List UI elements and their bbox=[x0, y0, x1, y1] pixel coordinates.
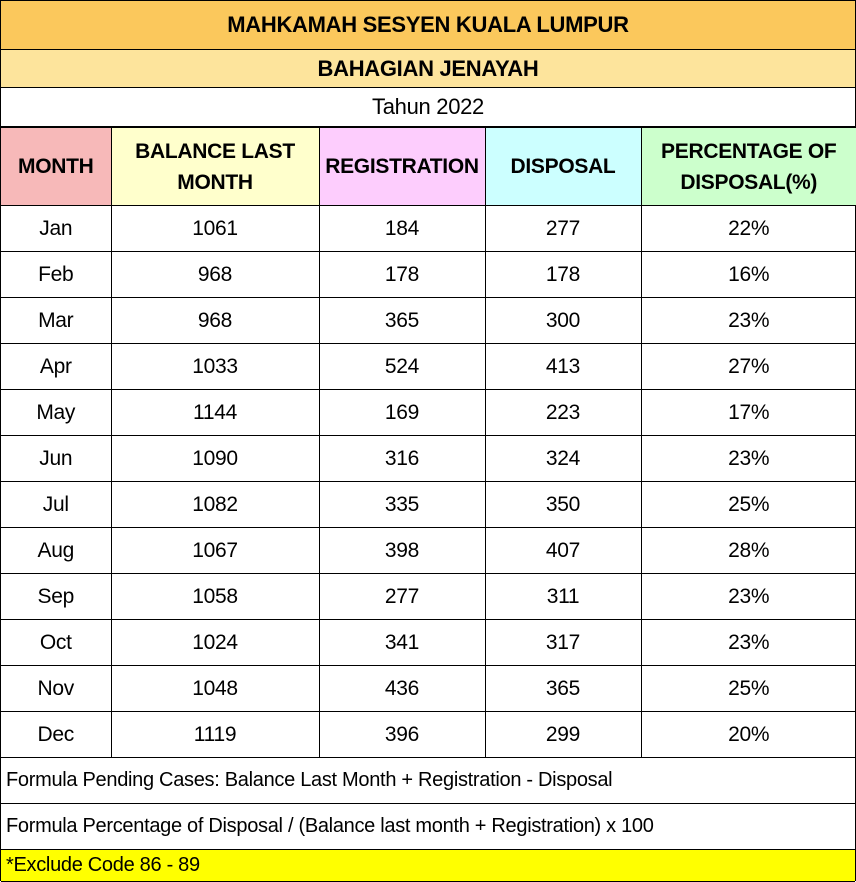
table-cell: 27% bbox=[640, 343, 856, 390]
column-header: BALANCE LAST MONTH bbox=[110, 127, 320, 206]
table-cell: 178 bbox=[484, 251, 642, 298]
table-cell: 1058 bbox=[110, 573, 320, 620]
table-cell: 324 bbox=[484, 435, 642, 482]
note: Formula Pending Cases: Balance Last Mont… bbox=[1, 758, 855, 804]
table-row: Sep 1058 277 311 23% bbox=[1, 573, 856, 620]
table-cell: 277 bbox=[484, 205, 642, 252]
table-cell: Oct bbox=[1, 619, 112, 666]
table-row: Mar 968 365 300 23% bbox=[1, 297, 856, 344]
column-header: MONTH bbox=[1, 127, 112, 206]
table-cell: 23% bbox=[640, 297, 856, 344]
table-cell: 23% bbox=[640, 573, 856, 620]
table-cell: 300 bbox=[484, 297, 642, 344]
table-cell: 28% bbox=[640, 527, 856, 574]
table-cell: 277 bbox=[318, 573, 486, 620]
table-cell: 17% bbox=[640, 389, 856, 436]
table-cell: 1090 bbox=[110, 435, 320, 482]
table-row: Oct 1024 341 317 23% bbox=[1, 619, 856, 666]
header-row: MONTH BALANCE LAST MONTH REGISTRATION DISPO… bbox=[1, 127, 856, 206]
table-cell: Aug bbox=[1, 527, 112, 574]
table-cell: 407 bbox=[484, 527, 642, 574]
table-row: Aug 1067 398 407 28% bbox=[1, 527, 856, 574]
table-row: Jul 1082 335 350 25% bbox=[1, 481, 856, 528]
column-header: DISPOSAL bbox=[484, 127, 642, 206]
table-cell: 1024 bbox=[110, 619, 320, 666]
table-cell: 1144 bbox=[110, 389, 320, 436]
table-cell: May bbox=[1, 389, 112, 436]
table-cell: 25% bbox=[640, 481, 856, 528]
table-row: Jun 1090 316 324 23% bbox=[1, 435, 856, 482]
table-cell: 169 bbox=[318, 389, 486, 436]
table-row: Jan 1061 184 277 22% bbox=[1, 205, 856, 252]
table-row: May 1144 169 223 17% bbox=[1, 389, 856, 436]
table-cell: 1061 bbox=[110, 205, 320, 252]
table-body: Jan 1061 184 277 22% Feb 968 178 178 16% Mar 968 365… bbox=[1, 205, 856, 758]
table-cell: 365 bbox=[318, 297, 486, 344]
table-cell: 1033 bbox=[110, 343, 320, 390]
table-cell: 25% bbox=[640, 665, 856, 712]
table-cell: 524 bbox=[318, 343, 486, 390]
table-cell: 398 bbox=[318, 527, 486, 574]
table-cell: 316 bbox=[318, 435, 486, 482]
table-cell: 1082 bbox=[110, 481, 320, 528]
table-cell: 22% bbox=[640, 205, 856, 252]
table-cell: 968 bbox=[110, 251, 320, 298]
table-cell: 436 bbox=[318, 665, 486, 712]
note: Formula Percentage of Disposal / (Balanc… bbox=[1, 804, 855, 850]
year: Tahun 2022 bbox=[1, 88, 855, 127]
column-header: PERCENTAGE OF DISPOSAL(%) bbox=[640, 127, 856, 206]
table-cell: Dec bbox=[1, 711, 112, 758]
table-cell: 1119 bbox=[110, 711, 320, 758]
data-table: MONTH BALANCE LAST MONTH REGISTRATION DISPO… bbox=[1, 127, 856, 758]
table-cell: 1048 bbox=[110, 665, 320, 712]
table-cell: 1067 bbox=[110, 527, 320, 574]
table-cell: 223 bbox=[484, 389, 642, 436]
table-cell: 317 bbox=[484, 619, 642, 666]
table-cell: 350 bbox=[484, 481, 642, 528]
table-cell: 968 bbox=[110, 297, 320, 344]
table-cell: 341 bbox=[318, 619, 486, 666]
table-cell: Jun bbox=[1, 435, 112, 482]
table-cell: Mar bbox=[1, 297, 112, 344]
column-header: REGISTRATION bbox=[318, 127, 486, 206]
table-cell: Nov bbox=[1, 665, 112, 712]
table-cell: 20% bbox=[640, 711, 856, 758]
title: MAHKAMAH SESYEN KUALA LUMPUR bbox=[1, 0, 855, 50]
table-row: Nov 1048 436 365 25% bbox=[1, 665, 856, 712]
table-cell: Feb bbox=[1, 251, 112, 298]
table-cell: 16% bbox=[640, 251, 856, 298]
table-cell: Apr bbox=[1, 343, 112, 390]
table-cell: 396 bbox=[318, 711, 486, 758]
table-cell: 311 bbox=[484, 573, 642, 620]
subtitle: BAHAGIAN JENAYAH bbox=[1, 50, 855, 88]
table-row: Apr 1033 524 413 27% bbox=[1, 343, 856, 390]
table-cell: Sep bbox=[1, 573, 112, 620]
note: *Exclude Code 86 - 89 bbox=[1, 850, 855, 882]
table-cell: 413 bbox=[484, 343, 642, 390]
table-cell: Jul bbox=[1, 481, 112, 528]
table-cell: 184 bbox=[318, 205, 486, 252]
table-cell: 299 bbox=[484, 711, 642, 758]
table-cell: 178 bbox=[318, 251, 486, 298]
table-cell: 23% bbox=[640, 435, 856, 482]
table-cell: 365 bbox=[484, 665, 642, 712]
table-cell: Jan bbox=[1, 205, 112, 252]
table-row: Dec 1119 396 299 20% bbox=[1, 711, 856, 758]
table-row: Feb 968 178 178 16% bbox=[1, 251, 856, 298]
table-cell: 335 bbox=[318, 481, 486, 528]
table-cell: 23% bbox=[640, 619, 856, 666]
